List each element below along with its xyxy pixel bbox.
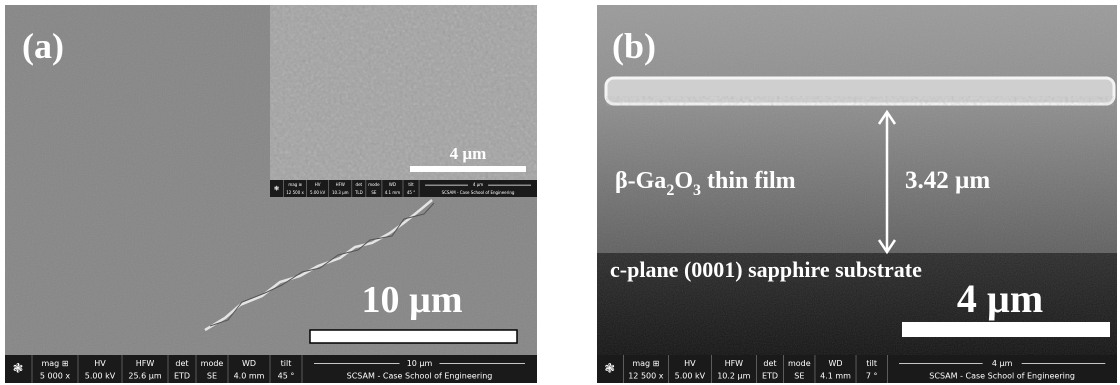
info-value: 12 500 x	[628, 372, 664, 381]
scale-label: 4 µm	[957, 276, 1043, 321]
info-value: TLD	[354, 190, 363, 195]
info-header: tilt	[281, 359, 292, 368]
info-value: 25.6 µm	[128, 372, 161, 381]
info-value: 10.3 µm	[332, 190, 349, 195]
info-header: mode	[368, 182, 380, 187]
info-value: 7 °	[866, 372, 878, 381]
info-bar: ❃ mag ⊞ 12 500 x HV 5.00 kV HFW 10.2 µm det ETD m…	[597, 355, 1117, 383]
info-header: det	[356, 182, 363, 187]
info-value: 12 500 x	[286, 190, 304, 195]
inset-texture	[270, 5, 537, 180]
institution: SCSAM - Case School of Engineering	[347, 372, 493, 381]
info-value: 5.00 kV	[310, 190, 325, 195]
info-value: ETD	[174, 372, 190, 381]
info-value: SE	[371, 190, 377, 195]
scale-label: 10 µm	[361, 279, 462, 321]
info-header: mag ⊞	[632, 359, 659, 368]
scale-bar	[310, 330, 517, 343]
info-header: tilt	[866, 359, 877, 368]
info-value: 5.00 kV	[675, 372, 706, 381]
info-header: HV	[684, 359, 696, 368]
info-value: 4.1 mm	[820, 372, 851, 381]
film-edge-texture	[606, 96, 1114, 106]
info-header: det	[175, 359, 188, 368]
film-text: thin film	[701, 168, 796, 194]
institution: SCSAM - Case School of Engineering	[929, 372, 1075, 381]
info-bar: ❃ mag ⊞ 12 500 x HV 5.00 kV HFW 10.3 µm det TLD m…	[270, 180, 537, 197]
info-header: mag ⊞	[288, 182, 302, 187]
logo: ❃	[13, 362, 24, 377]
page: (a) 4 µm 10 µm (b) β-Ga2O3 thin film 3.4…	[0, 0, 1120, 385]
info-value: ETD	[762, 372, 778, 381]
info-value: 4.1 mm	[385, 190, 401, 195]
subscript: 3	[693, 182, 701, 199]
info-value: 45 °	[278, 372, 295, 381]
info-header: HV	[94, 359, 106, 368]
panel-label: (a)	[22, 26, 64, 66]
info-value: 5 000 x	[40, 372, 70, 381]
info-value: SE	[207, 372, 217, 381]
info-header: mode	[201, 359, 224, 368]
substrate-label: c-plane (0001) sapphire substrate	[610, 257, 922, 282]
info-value: 4.0 mm	[234, 372, 265, 381]
info-header: HFW	[136, 359, 155, 368]
figure: (a) 4 µm 10 µm (b) β-Ga2O3 thin film 3.4…	[0, 0, 1120, 385]
info-value: 5.00 kV	[85, 372, 116, 381]
scale-bar	[902, 322, 1110, 337]
info-bar: ❃ mag ⊞ 5 000 x HV 5.00 kV HFW 25.6 µm det ETD mo…	[5, 355, 537, 383]
info-value: 45 °	[407, 190, 415, 195]
info-header: mag ⊞	[41, 359, 68, 368]
info-header: WD	[389, 182, 396, 187]
info-header: HFW	[725, 359, 744, 368]
info-header: tilt	[408, 182, 414, 187]
inset-scale-label: 4 µm	[450, 144, 487, 163]
panel-b: (b) β-Ga2O3 thin film 3.42 µm c-plane (0…	[597, 5, 1117, 355]
info-scale: 4 µm	[473, 182, 483, 187]
info-header: WD	[828, 359, 842, 368]
info-value: SE	[794, 372, 804, 381]
info-header: HV	[315, 182, 321, 187]
subscript: 2	[666, 182, 674, 199]
info-value: 10.2 µm	[717, 372, 750, 381]
panel-label: (b)	[612, 26, 656, 66]
logo: ❃	[274, 185, 279, 193]
film-text: β-Ga	[615, 168, 666, 194]
info-header: mode	[788, 359, 811, 368]
info-header: WD	[242, 359, 256, 368]
film-text: O	[674, 168, 693, 194]
thickness-label: 3.42 µm	[905, 167, 990, 194]
info-header: det	[763, 359, 776, 368]
institution: SCSAM - Case School of Engineering	[442, 190, 515, 195]
info-header: HFW	[336, 182, 345, 187]
logo: ❃	[604, 362, 615, 377]
info-scale: 4 µm	[992, 359, 1013, 368]
inset-scale-bar	[410, 166, 526, 172]
info-scale: 10 µm	[407, 359, 433, 368]
